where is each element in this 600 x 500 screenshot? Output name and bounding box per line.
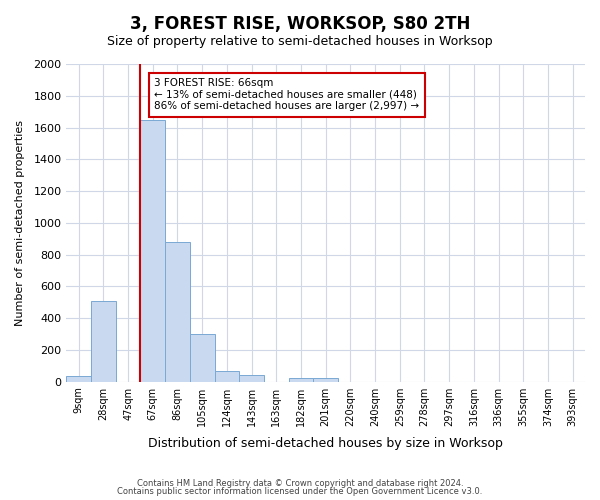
Y-axis label: Number of semi-detached properties: Number of semi-detached properties (15, 120, 25, 326)
Text: Contains public sector information licensed under the Open Government Licence v3: Contains public sector information licen… (118, 487, 482, 496)
Bar (140, 120, 165, 382)
Bar (313, 378, 338, 382)
Text: Contains HM Land Registry data © Crown copyright and database right 2024.: Contains HM Land Registry data © Crown c… (137, 478, 463, 488)
Bar (190, 334, 215, 382)
Bar (289, 378, 313, 382)
Bar (215, 370, 239, 382)
Text: 3, FOREST RISE, WORKSOP, S80 2TH: 3, FOREST RISE, WORKSOP, S80 2TH (130, 15, 470, 33)
Bar (91, 302, 116, 382)
X-axis label: Distribution of semi-detached houses by size in Worksop: Distribution of semi-detached houses by … (148, 437, 503, 450)
Bar (239, 376, 264, 382)
Text: Size of property relative to semi-detached houses in Worksop: Size of property relative to semi-detach… (107, 35, 493, 48)
Bar (165, 242, 190, 382)
Text: 3 FOREST RISE: 66sqm
← 13% of semi-detached houses are smaller (448)
86% of semi: 3 FOREST RISE: 66sqm ← 13% of semi-detac… (154, 78, 419, 112)
Bar (67, 376, 91, 382)
